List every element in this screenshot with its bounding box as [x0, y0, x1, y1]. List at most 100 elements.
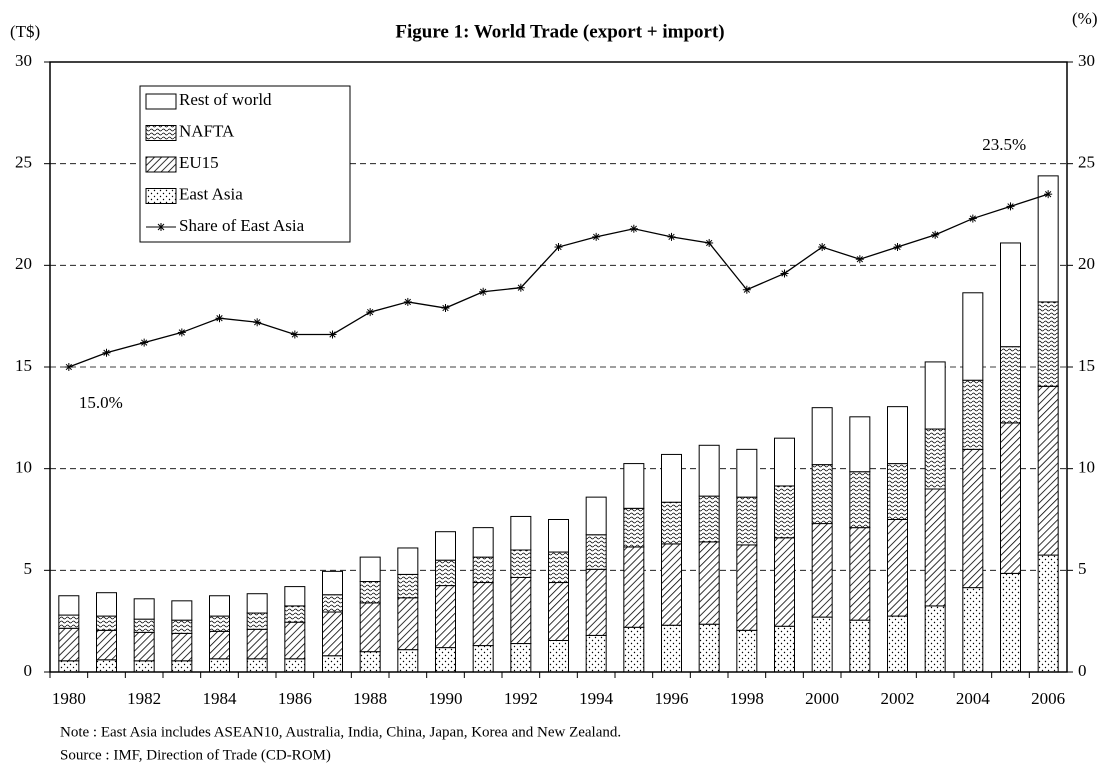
legend-label: Rest of world — [179, 90, 272, 109]
marker-stroke — [706, 239, 713, 247]
marker — [253, 318, 262, 327]
x-tick-label: 2002 — [881, 689, 915, 708]
bar-segment — [133, 598, 155, 620]
marker-stroke — [555, 243, 562, 251]
marker — [403, 297, 412, 306]
bar-segment — [736, 544, 758, 631]
bar-segment — [924, 488, 946, 607]
bar-segment — [1000, 346, 1021, 424]
x-tick-label: 1984 — [203, 689, 238, 708]
marker-stroke — [894, 243, 901, 251]
bar-segment — [962, 379, 984, 450]
y-tick-label: 10 — [15, 458, 32, 477]
marker — [554, 243, 563, 252]
bar-segment — [811, 407, 833, 466]
bar-segment — [623, 507, 645, 548]
marker — [64, 363, 73, 371]
bar-segment — [661, 624, 682, 673]
bar-segment — [435, 647, 456, 673]
marker — [441, 304, 450, 313]
bar-segment — [472, 556, 494, 584]
y-tick-label: 5 — [24, 559, 33, 578]
bar-segment — [322, 611, 343, 657]
bar-segment — [322, 570, 343, 596]
marker-stroke — [819, 243, 826, 251]
y2-tick-label: 30 — [1078, 51, 1095, 70]
bar-segment — [209, 615, 230, 632]
bar-segment — [924, 361, 946, 430]
bar-segment — [698, 444, 720, 497]
marker-stroke — [630, 225, 637, 232]
bar-segment — [472, 527, 494, 558]
marker-stroke — [1007, 203, 1014, 210]
bar-segment — [962, 587, 984, 673]
bar-segment — [1037, 301, 1059, 387]
bar-segment — [284, 605, 306, 623]
bar-segment — [284, 586, 306, 607]
chart-title: Figure 1: World Trade (export + import) — [395, 21, 724, 42]
marker-stroke — [856, 256, 863, 263]
bar-segment — [96, 592, 117, 617]
note: Source : IMF, Direction of Trade (CD-ROM… — [60, 747, 331, 763]
y2-tick-label: 15 — [1078, 356, 1095, 375]
x-tick-label: 1996 — [655, 689, 689, 708]
bar-segment — [209, 595, 230, 617]
bar-segment — [887, 406, 908, 465]
legend-label: EU15 — [179, 153, 219, 172]
marker — [140, 338, 149, 347]
bar-segment — [209, 630, 230, 660]
bar-segment — [585, 496, 607, 536]
bar-segment — [397, 573, 419, 599]
bar-segment — [585, 568, 607, 636]
marker-stroke — [668, 233, 675, 241]
bar-segment — [774, 625, 795, 673]
marker — [968, 214, 977, 223]
marker-stroke — [593, 233, 600, 241]
bar-segment — [435, 559, 456, 587]
marker — [516, 283, 525, 292]
bar-segment — [585, 634, 607, 673]
legend-label: NAFTA — [179, 121, 235, 140]
bar-segment — [548, 639, 569, 673]
bar-segment — [510, 549, 532, 578]
bar-segment — [811, 523, 833, 618]
bar-segment — [849, 416, 871, 473]
marker-stroke — [781, 270, 788, 277]
bar-segment — [96, 659, 117, 673]
marker-stroke — [329, 331, 336, 338]
x-tick-label: 1980 — [52, 689, 86, 708]
y-axis-label: (T$) — [10, 22, 40, 41]
bar-segment — [1037, 554, 1059, 673]
marker — [592, 232, 601, 241]
marker-stroke — [932, 231, 939, 238]
bar-segment — [736, 629, 758, 673]
marker — [290, 330, 299, 339]
legend-swatch — [145, 156, 177, 173]
x-tick-label: 1986 — [278, 689, 312, 708]
marker — [328, 330, 337, 339]
marker — [215, 314, 224, 323]
bar-segment — [548, 582, 569, 641]
marker — [855, 255, 864, 264]
marker-stroke — [178, 329, 185, 336]
bar-segment — [698, 541, 720, 625]
y-tick-label: 30 — [15, 51, 32, 70]
legend-marker — [157, 223, 165, 231]
data-label: 15.0% — [79, 393, 123, 412]
y2-tick-label: 0 — [1078, 661, 1087, 680]
bar-segment — [435, 585, 456, 649]
bar-segment — [661, 453, 682, 503]
bar-segment — [472, 582, 494, 647]
x-tick-label: 1988 — [353, 689, 387, 708]
bar-segment — [924, 605, 946, 673]
bar-segment — [359, 602, 381, 653]
bar-segment — [924, 428, 946, 490]
y2-tick-label: 25 — [1078, 153, 1095, 172]
marker-stroke — [404, 298, 411, 306]
data-label: 23.5% — [982, 135, 1026, 154]
bar-segment — [811, 616, 833, 673]
bar-segment — [322, 655, 343, 673]
bar-segment — [246, 658, 268, 673]
x-tick-label: 1990 — [429, 689, 463, 708]
legend-label: East Asia — [179, 184, 243, 203]
